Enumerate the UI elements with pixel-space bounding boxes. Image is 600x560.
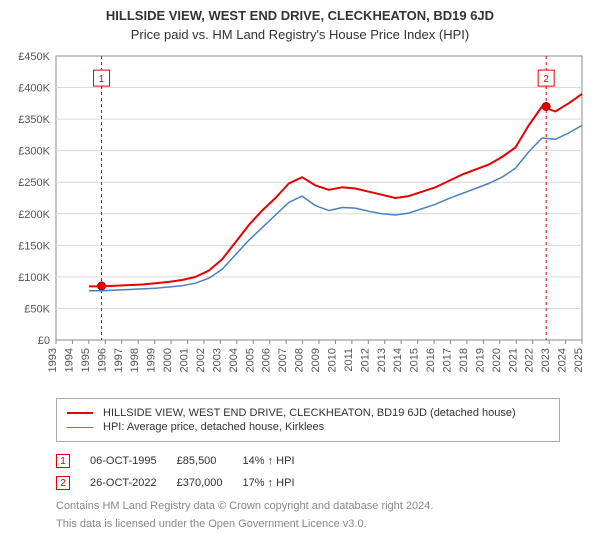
svg-text:1998: 1998: [129, 348, 141, 372]
legend-label: HILLSIDE VIEW, WEST END DRIVE, CLECKHEAT…: [103, 407, 516, 419]
svg-text:£250K: £250K: [18, 177, 50, 189]
svg-text:2011: 2011: [343, 348, 355, 372]
page-title: HILLSIDE VIEW, WEST END DRIVE, CLECKHEAT…: [10, 8, 590, 23]
footer-line: This data is licensed under the Open Gov…: [56, 518, 560, 530]
marker-table: 1 06-OCT-1995 £85,500 14% ↑ HPI 2 26-OCT…: [56, 450, 315, 494]
svg-text:2013: 2013: [376, 348, 388, 372]
marker-badge: 1: [56, 454, 70, 468]
legend-item: HPI: Average price, detached house, Kirk…: [67, 421, 549, 433]
svg-text:£50K: £50K: [24, 303, 50, 315]
svg-text:£0: £0: [38, 335, 50, 347]
svg-text:2020: 2020: [491, 348, 503, 372]
svg-text:2012: 2012: [359, 348, 371, 372]
svg-text:£450K: £450K: [18, 51, 50, 63]
svg-text:2002: 2002: [195, 348, 207, 372]
marker-price: £370,000: [177, 472, 243, 494]
svg-text:2006: 2006: [261, 348, 273, 372]
svg-text:2008: 2008: [294, 348, 306, 372]
svg-text:£200K: £200K: [18, 209, 50, 221]
marker-date: 26-OCT-2022: [90, 472, 177, 494]
svg-text:2021: 2021: [507, 348, 519, 372]
svg-text:2009: 2009: [310, 348, 322, 372]
footer-line: Contains HM Land Registry data © Crown c…: [56, 500, 560, 512]
table-row: 2 26-OCT-2022 £370,000 17% ↑ HPI: [56, 472, 315, 494]
svg-text:2004: 2004: [228, 348, 240, 372]
svg-text:£400K: £400K: [18, 83, 50, 95]
legend-swatch: [67, 412, 93, 414]
marker-badge: 2: [56, 476, 70, 490]
svg-text:1994: 1994: [63, 348, 75, 372]
svg-text:2001: 2001: [179, 348, 191, 372]
svg-text:1997: 1997: [113, 348, 125, 372]
svg-text:1: 1: [99, 74, 105, 85]
svg-text:2010: 2010: [326, 348, 338, 372]
svg-text:£100K: £100K: [18, 272, 50, 284]
svg-text:2007: 2007: [277, 348, 289, 372]
svg-text:2022: 2022: [524, 348, 536, 372]
marker-delta: 17% ↑ HPI: [243, 472, 315, 494]
svg-text:2003: 2003: [211, 348, 223, 372]
legend-label: HPI: Average price, detached house, Kirk…: [103, 421, 324, 433]
svg-text:£350K: £350K: [18, 114, 50, 126]
svg-text:1995: 1995: [80, 348, 92, 372]
svg-text:2025: 2025: [573, 348, 585, 372]
marker-price: £85,500: [177, 450, 243, 472]
svg-text:2017: 2017: [442, 348, 454, 372]
page-subtitle: Price paid vs. HM Land Registry's House …: [10, 27, 590, 42]
svg-text:1999: 1999: [146, 348, 158, 372]
svg-text:2: 2: [543, 74, 549, 85]
svg-text:1996: 1996: [96, 348, 108, 372]
price-chart: £0 £50K £100K £150K £200K £250K £300K £350K £400…: [10, 50, 590, 390]
svg-text:2015: 2015: [409, 348, 421, 372]
marker-date: 06-OCT-1995: [90, 450, 177, 472]
table-row: 1 06-OCT-1995 £85,500 14% ↑ HPI: [56, 450, 315, 472]
svg-text:2024: 2024: [557, 348, 569, 372]
legend: HILLSIDE VIEW, WEST END DRIVE, CLECKHEAT…: [56, 398, 560, 442]
marker-delta: 14% ↑ HPI: [243, 450, 315, 472]
svg-text:2005: 2005: [244, 348, 256, 372]
chart-svg: £0 £50K £100K £150K £200K £250K £300K £350K £400…: [10, 50, 590, 390]
svg-text:£150K: £150K: [18, 240, 50, 252]
svg-text:2018: 2018: [458, 348, 470, 372]
svg-text:2014: 2014: [392, 348, 404, 372]
legend-swatch: [67, 427, 93, 428]
svg-text:2019: 2019: [474, 348, 486, 372]
svg-text:2016: 2016: [425, 348, 437, 372]
svg-text:1993: 1993: [47, 348, 59, 372]
legend-item: HILLSIDE VIEW, WEST END DRIVE, CLECKHEAT…: [67, 407, 549, 419]
svg-text:2023: 2023: [540, 348, 552, 372]
svg-text:2000: 2000: [162, 348, 174, 372]
svg-text:£300K: £300K: [18, 146, 50, 158]
